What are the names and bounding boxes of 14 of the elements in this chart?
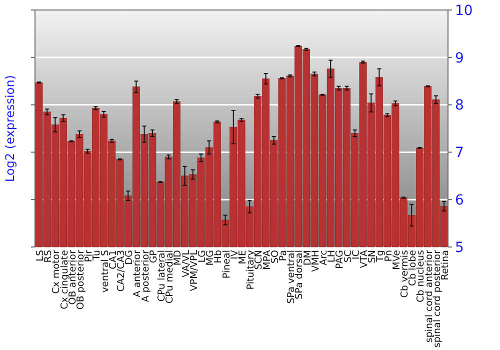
y-tick-label: 5 — [455, 240, 464, 256]
y-tick-label: 8 — [455, 98, 464, 114]
x-tick-label: A posterior — [140, 250, 152, 302]
x-tick-label: spinal cord posterior — [432, 250, 443, 348]
y-tick-label: 6 — [455, 192, 464, 208]
y-tick-label: 7 — [455, 145, 464, 162]
y-tick-label: 9 — [455, 50, 464, 66]
x-tick-label: ME — [238, 250, 248, 264]
x-tick-label: Tg — [375, 250, 386, 263]
x-tick-label: Retina — [440, 250, 452, 280]
x-tick-label: Pituitary — [246, 250, 257, 290]
y-tick-label: 10 — [455, 2, 473, 19]
y-axis-title: Log2 (expression) — [3, 75, 17, 182]
x-tick-label: OB posterior — [75, 250, 86, 310]
